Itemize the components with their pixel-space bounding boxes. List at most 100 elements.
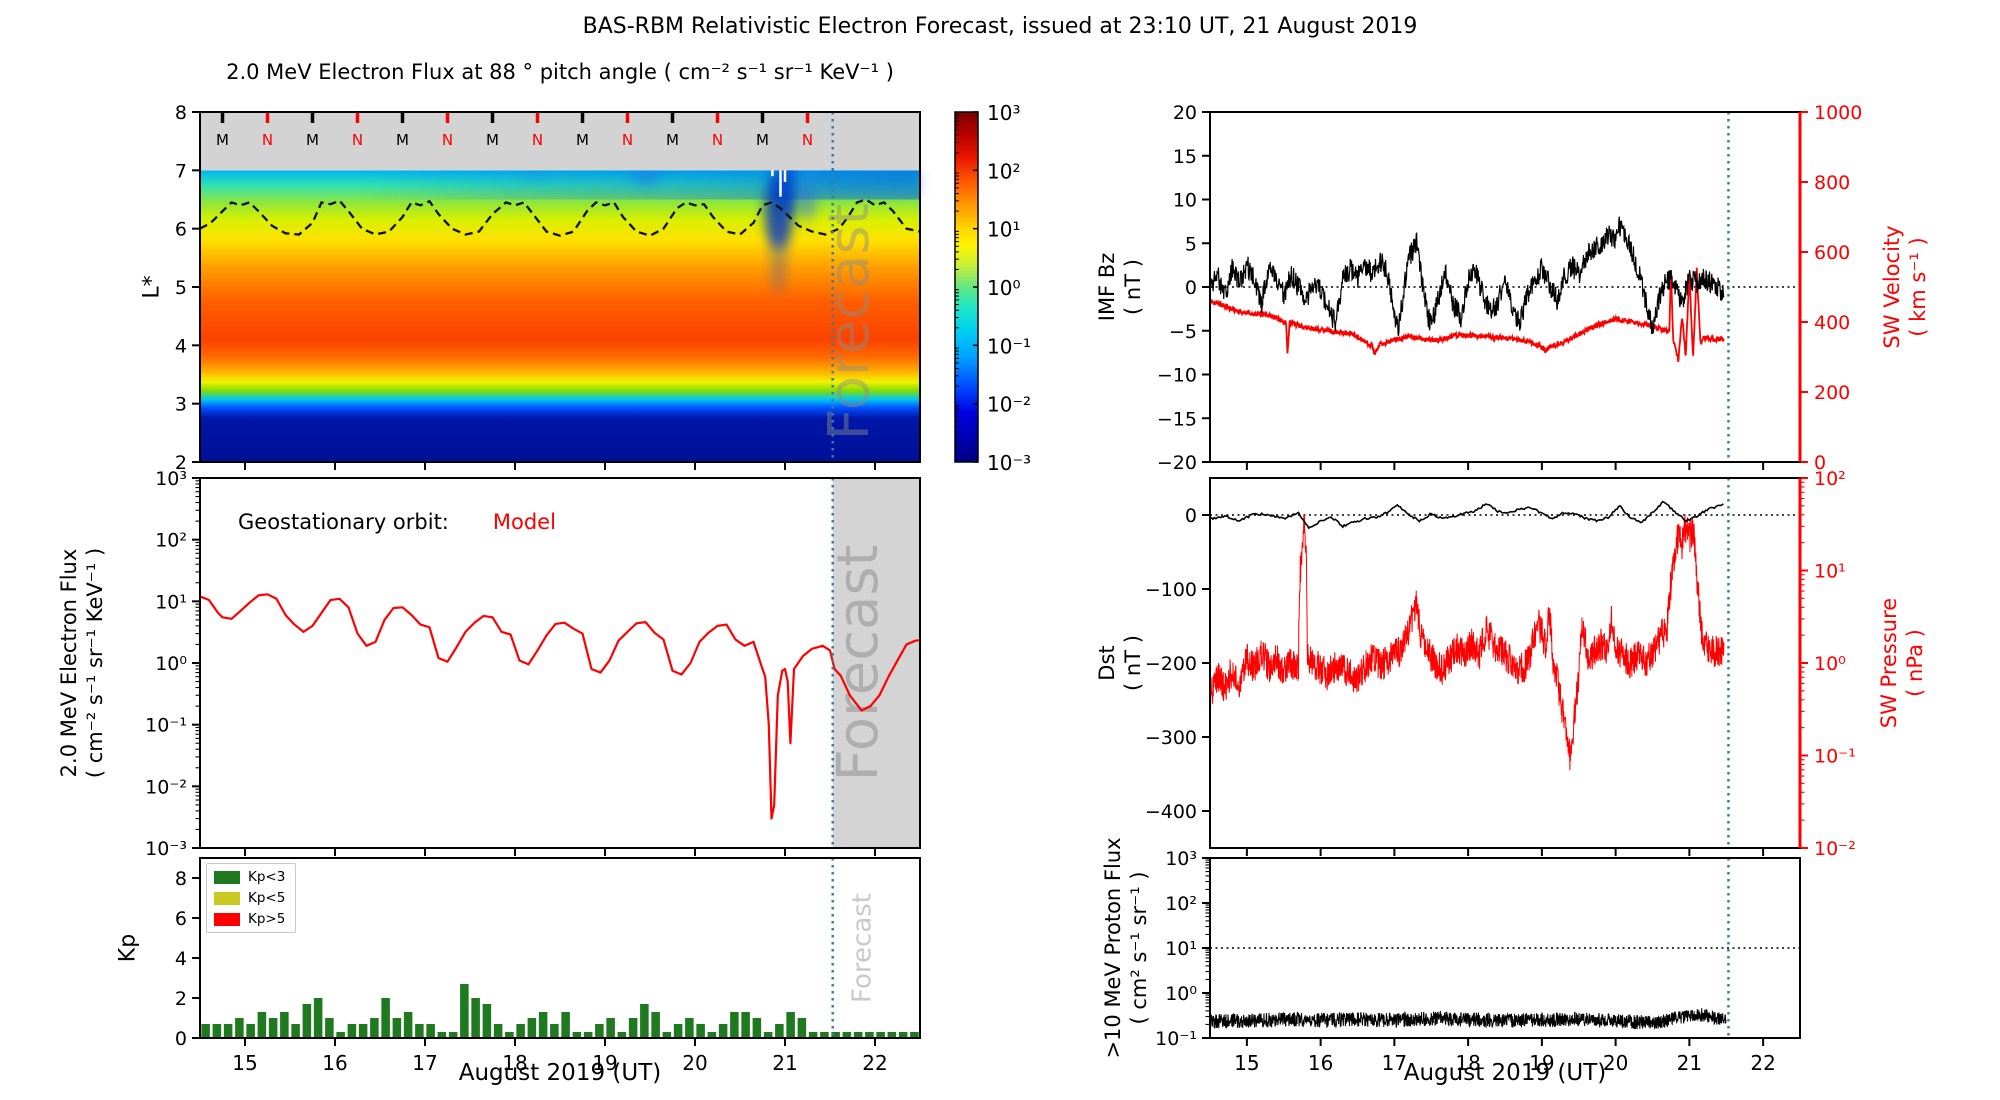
kp-bar [797,1018,807,1038]
kp-bar [730,1012,739,1038]
kp-bar [235,1018,244,1038]
kp-bar [426,1024,435,1038]
kp-bar [325,1018,334,1038]
svg-text:10¹: 10¹ [1814,561,1846,583]
svg-text:M: M [396,131,409,149]
svg-text:10³: 10³ [155,468,187,490]
kp-bar [662,1032,672,1038]
svg-text:7: 7 [175,160,187,182]
svg-text:M: M [486,131,499,149]
kp-bar [302,1004,312,1038]
kp-bar [482,1004,492,1038]
svg-text:5: 5 [1185,233,1197,255]
svg-text:−20: −20 [1157,452,1197,474]
kp-bar [392,1018,402,1038]
svg-text:−15: −15 [1157,408,1197,430]
svg-text:10⁰: 10⁰ [987,276,1020,300]
colorbar: 10³ 10² 10¹ 10⁰ 10⁻¹ 10⁻² 10⁻³ [954,101,1031,475]
svg-text:10⁻²: 10⁻² [987,393,1031,417]
kp-bar [865,1032,874,1038]
svg-text:0: 0 [1185,505,1197,527]
svg-text:22: 22 [862,1051,887,1075]
geo-annotation: Geostationary orbit: Model [238,510,556,534]
proton-flux-panel: 10³ 10² 10¹ 10⁰ 10⁻¹ 15 16 17 18 19 20 21 22 [1155,848,1801,1075]
kp-bar [471,998,480,1038]
kp-bar [808,1032,818,1038]
kp-bar [246,1024,255,1038]
kp-bar [898,1032,908,1038]
kp-forecast-watermark: Forecast [848,893,878,1003]
svg-text:N: N [532,131,543,149]
svg-text:−300: −300 [1145,727,1197,749]
kp-bar [370,1018,379,1038]
geo-annotation-label: Geostationary orbit: [238,510,449,534]
kp-bar [842,1032,852,1038]
kp-bar [741,1012,750,1038]
kp-bar [887,1032,897,1038]
kp-bar [280,1012,289,1038]
svg-text:M: M [576,131,589,149]
kp-bar [628,1018,638,1038]
svg-text:1000: 1000 [1814,102,1862,124]
svg-text:−5: −5 [1169,321,1197,343]
kp-bar [381,998,390,1038]
kp-bar [876,1032,885,1038]
kp-bar [831,1032,840,1038]
kp-bar [313,998,323,1038]
kp-bar [707,1032,717,1038]
svg-text:10¹: 10¹ [1165,938,1197,960]
svg-text:10⁻²: 10⁻² [145,776,187,798]
kp-bar [527,1018,537,1038]
svg-text:16: 16 [1308,1051,1333,1075]
kp-bar [336,1032,345,1038]
svg-text:8: 8 [175,868,187,890]
svg-text:200: 200 [1814,382,1850,404]
svg-text:10³: 10³ [1165,848,1197,870]
svg-text:10: 10 [1173,190,1197,212]
kp-bar [786,1012,795,1038]
kp-legend-label-quiet: Kp<3 [248,869,286,885]
svg-text:10⁰: 10⁰ [155,653,187,675]
kp-bar [437,1032,447,1038]
kp-bar [516,1024,525,1038]
kp-bar [606,1018,615,1038]
kp-bar [358,1024,368,1038]
svg-text:10²: 10² [1165,893,1197,915]
svg-text:10⁻³: 10⁻³ [987,451,1031,475]
svg-text:5: 5 [175,277,187,299]
sw-velocity-line [1209,267,1725,362]
kp-bar [223,1024,233,1038]
svg-text:N: N [622,131,633,149]
kp-bar [651,1012,660,1038]
svg-text:20: 20 [682,1051,707,1075]
svg-text:10⁻¹: 10⁻¹ [145,715,187,737]
kp-bar [640,1004,649,1038]
svg-text:0: 0 [1814,452,1826,474]
svg-text:10⁻¹: 10⁻¹ [1155,1028,1197,1050]
geo-forecast-watermark: Forecast [826,545,891,782]
kp-legend: Kp<3 Kp<5 Kp>5 [206,863,297,933]
kp-bar [403,1012,413,1038]
svg-text:0: 0 [1185,277,1197,299]
svg-text:600: 600 [1814,242,1850,264]
svg-text:10⁻²: 10⁻² [1814,838,1856,860]
svg-text:400: 400 [1814,312,1850,334]
svg-text:18: 18 [502,1051,527,1075]
spectrogram-title: 2.0 MeV Electron Flux at 88 ° pitch angl… [226,60,894,84]
kp-bar [853,1032,863,1038]
svg-text:20: 20 [1603,1051,1628,1075]
kp-bar [673,1024,683,1038]
svg-text:3: 3 [175,394,187,416]
kp-bar [910,1032,919,1038]
spectrogram-forecast-watermark: Forecast [817,204,882,441]
svg-text:10¹: 10¹ [155,591,187,613]
svg-text:M: M [306,131,319,149]
dst-pressure-panel: 0 −100 −200 −300 −400 10² 10¹ 10⁰ 10⁻¹ 10⁻² [1145,468,1856,860]
svg-text:6: 6 [175,219,187,241]
svg-text:10⁻³: 10⁻³ [145,838,187,860]
kp-panel: Forecast 0 2 4 6 8 15 16 17 18 19 20 21 22 [175,857,921,1075]
kp-bar [595,1024,604,1038]
geo-model-line [199,593,921,820]
